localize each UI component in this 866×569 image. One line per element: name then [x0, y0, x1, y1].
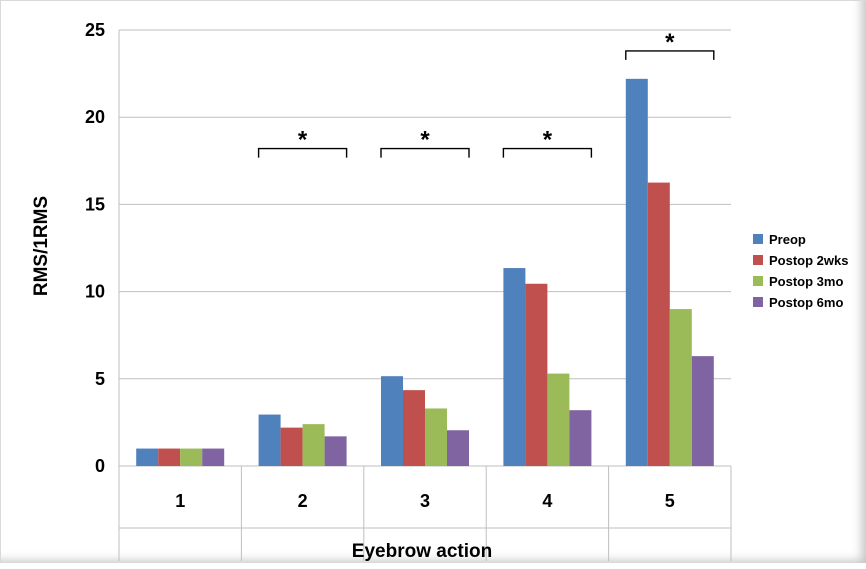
significance-star: *: [420, 127, 430, 154]
significance-bracket: [625, 50, 715, 60]
legend-label: Postop 3mo: [769, 274, 843, 289]
legend-swatch: [753, 234, 763, 244]
x-tick-label: 2: [298, 491, 308, 511]
legend: Preop Postop 2wks Postop 3mo Postop 6mo: [753, 232, 848, 310]
legend-swatch: [753, 297, 763, 307]
y-tick-label: 10: [85, 282, 105, 302]
y-axis-title: RMS/1RMS: [31, 196, 52, 296]
y-tick-label: 20: [85, 107, 105, 127]
bar: [136, 448, 159, 466]
significance-bracket: [502, 147, 593, 158]
bar: [403, 390, 425, 466]
bar: [158, 448, 181, 466]
bar: [280, 427, 303, 466]
bar: [625, 78, 648, 466]
significance-star: *: [543, 127, 553, 154]
y-axis: 0 5 10 15 20 25: [85, 20, 120, 476]
bar: [202, 448, 225, 466]
y-tick-label: 0: [95, 456, 105, 476]
bars: [136, 78, 714, 466]
significance-star: *: [665, 29, 675, 56]
bar: [180, 448, 203, 466]
bar: [547, 373, 570, 466]
significance-bracket: [257, 147, 348, 158]
bar: [691, 356, 714, 466]
bar: [525, 283, 548, 466]
bar: [569, 410, 592, 466]
y-tick-label: 15: [85, 194, 105, 214]
x-tick-label: 4: [542, 491, 552, 511]
bar: [447, 430, 469, 466]
legend-swatch: [753, 255, 763, 265]
bar: [669, 309, 692, 466]
bar: [258, 414, 281, 466]
x-tick-label: 1: [175, 491, 185, 511]
significance-annotations: * * * *: [257, 29, 715, 158]
bar: [324, 436, 347, 466]
y-tick-label: 5: [95, 369, 105, 389]
x-tick-label: 5: [665, 491, 675, 511]
bar: [425, 408, 447, 466]
bar: [302, 424, 325, 466]
legend-label: Preop: [769, 232, 806, 247]
bar: [647, 182, 670, 466]
significance-star: *: [298, 127, 308, 154]
legend-label: Postop 2wks: [769, 253, 848, 268]
x-tick-label: 3: [420, 491, 430, 511]
legend-label: Postop 6mo: [769, 295, 843, 310]
y-tick-label: 25: [85, 20, 105, 40]
bar: [503, 268, 526, 466]
bar: [381, 376, 403, 466]
significance-bracket: [380, 147, 470, 158]
x-axis-title: Eyebrow action: [352, 541, 492, 562]
legend-swatch: [753, 276, 763, 286]
